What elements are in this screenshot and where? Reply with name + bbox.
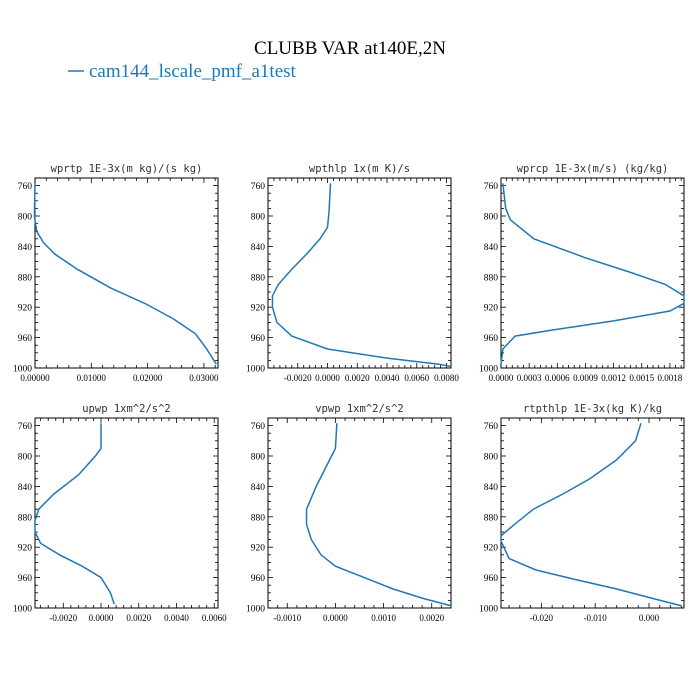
plot-frame	[267, 417, 452, 609]
y-tick-label: 920	[18, 544, 33, 554]
panels: wprtp 1E-3x(m kg)/(s kg) 760 800 840 880 920 9…	[13, 163, 685, 623]
x-tick-label: 0.0003	[517, 373, 542, 383]
panel-2: wpthlp 1x(m K)/s 760 800 840 880 920 960 1000 -0…	[246, 163, 459, 383]
panel-1: wprtp 1E-3x(m kg)/(s kg) 760 800 840 880 920 9…	[13, 163, 219, 383]
x-tick-label: 0.000	[639, 613, 660, 623]
series-line	[34, 423, 115, 605]
panel-6: rtpthlp 1E-3x(kg K)/kg 760 800 840 880 920 960…	[479, 403, 685, 623]
x-tick-label: -0.020	[530, 613, 554, 623]
x-tick-label: 0.0060	[404, 373, 429, 383]
y-tick-label: 800	[251, 213, 266, 223]
series-line	[500, 423, 682, 607]
x-tick-label: 0.0000	[323, 613, 348, 623]
y-tick-label: 840	[484, 483, 499, 493]
x-tick-label: 0.0020	[419, 613, 444, 623]
x-tick-label: 0.0040	[164, 613, 189, 623]
y-tick-label: 840	[251, 483, 266, 493]
x-tick-label: 0.02000	[133, 373, 163, 383]
y-tick-label: 880	[251, 513, 266, 523]
y-tick-label: 840	[484, 243, 499, 253]
plot-frame	[34, 177, 219, 369]
x-tick-label: -0.0020	[49, 613, 77, 623]
series-line	[33, 183, 217, 365]
y-tick-label: 960	[251, 334, 266, 344]
y-tick-label: 960	[251, 574, 266, 584]
series-line	[500, 183, 685, 365]
x-tick-label: -0.0020	[284, 373, 312, 383]
x-tick-label: 0.0000	[89, 613, 114, 623]
y-tick-label: 800	[18, 213, 33, 223]
y-tick-label: 920	[484, 304, 499, 314]
y-tick-label: 1000	[479, 605, 498, 615]
x-tick-label: 0.0015	[629, 373, 654, 383]
plot-frame	[500, 417, 685, 609]
plot-frame	[267, 177, 452, 369]
panel-title: rtpthlp 1E-3x(kg K)/kg	[523, 403, 662, 415]
y-tick-label: 840	[251, 243, 266, 253]
y-tick-label: 760	[18, 422, 33, 432]
legend-label: cam144_lscale_pmf_a1test	[89, 61, 297, 82]
y-tick-label: 1000	[13, 605, 32, 615]
x-tick-label: 0.0000	[315, 373, 340, 383]
x-tick-label: 0.0020	[126, 613, 151, 623]
x-tick-label: 0.0006	[545, 373, 570, 383]
x-tick-label: 0.0060	[202, 613, 227, 623]
plot-frame	[34, 417, 219, 609]
y-tick-label: 920	[484, 544, 499, 554]
y-tick-label: 920	[251, 544, 266, 554]
series-line	[271, 183, 452, 368]
x-tick-label: 0.0009	[573, 373, 598, 383]
y-tick-label: 1000	[13, 365, 32, 375]
panel-title: wprtp 1E-3x(m kg)/(s kg)	[51, 163, 203, 175]
panel-title: vpwp 1xm^2/s^2	[315, 403, 404, 415]
y-tick-label: 800	[251, 453, 266, 463]
y-tick-label: 840	[18, 483, 33, 493]
y-tick-label: 1000	[246, 605, 265, 615]
panel-title: wpthlp 1x(m K)/s	[309, 163, 410, 175]
x-tick-label: 0.01000	[77, 373, 107, 383]
y-tick-label: 880	[251, 273, 266, 283]
panel-title: upwp 1xm^2/s^2	[82, 403, 171, 415]
y-tick-label: 880	[18, 513, 33, 523]
y-tick-label: 880	[18, 273, 33, 283]
y-tick-label: 880	[484, 273, 499, 283]
y-tick-label: 760	[484, 182, 499, 192]
panel-3: wprcp 1E-3x(m/s) (kg/kg) 760 800 840 880 920 9…	[479, 163, 685, 383]
figure-title: CLUBB VAR at140E,2N	[254, 38, 446, 59]
x-tick-label: -0.010	[584, 613, 608, 623]
series-line	[305, 423, 452, 607]
panel-5: vpwp 1xm^2/s^2 760 800 840 880 920 960 1000 -0.0…	[246, 403, 452, 623]
y-tick-label: 880	[484, 513, 499, 523]
y-tick-label: 960	[484, 334, 499, 344]
x-tick-label: 0.0040	[375, 373, 400, 383]
x-tick-label: 0.0018	[658, 373, 683, 383]
y-tick-label: 960	[18, 574, 33, 584]
y-tick-label: 920	[251, 304, 266, 314]
y-tick-label: 1000	[246, 365, 265, 375]
plot-frame	[500, 177, 685, 369]
y-tick-label: 1000	[479, 365, 498, 375]
x-tick-label: 0.03000	[189, 373, 219, 383]
y-tick-label: 800	[484, 453, 499, 463]
x-tick-label: 0.0020	[345, 373, 370, 383]
panel-4: upwp 1xm^2/s^2 760 800 840 880 920 960 1000 -0.0…	[13, 403, 227, 623]
y-tick-label: 840	[18, 243, 33, 253]
y-tick-label: 960	[18, 334, 33, 344]
x-tick-label: 0.0012	[601, 373, 626, 383]
panel-title: wprcp 1E-3x(m/s) (kg/kg)	[517, 163, 669, 175]
y-tick-label: 760	[18, 182, 33, 192]
x-tick-label: -0.0010	[273, 613, 301, 623]
x-tick-label: 0.0000	[489, 373, 514, 383]
y-tick-label: 800	[18, 453, 33, 463]
x-tick-label: 0.00000	[20, 373, 50, 383]
x-tick-label: 0.0010	[371, 613, 396, 623]
x-tick-label: 0.0080	[434, 373, 459, 383]
y-tick-label: 760	[251, 182, 266, 192]
y-tick-label: 800	[484, 213, 499, 223]
y-tick-label: 920	[18, 304, 33, 314]
y-tick-label: 960	[484, 574, 499, 584]
y-tick-label: 760	[484, 422, 499, 432]
y-tick-label: 760	[251, 422, 266, 432]
